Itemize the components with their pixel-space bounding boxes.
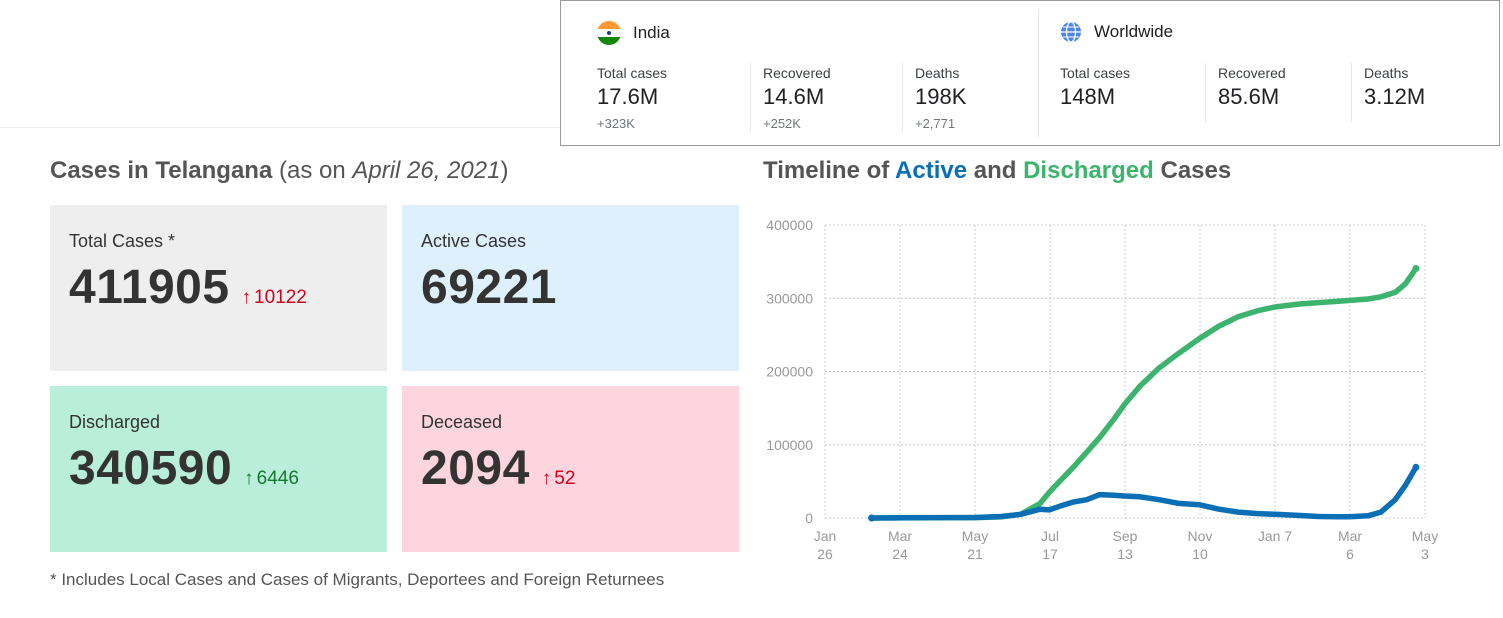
y-tick-label: 400000 xyxy=(766,217,813,233)
chart-title-pre: Timeline of xyxy=(763,157,896,184)
x-tick-label: Mar 24 xyxy=(888,528,912,562)
delta-value: 10122 xyxy=(254,287,307,308)
x-tick-label: May 21 xyxy=(962,528,988,562)
discharged-card: Discharged 340590 ↑ 6446 xyxy=(50,386,387,552)
stat-value: 148M xyxy=(1060,84,1116,109)
y-tick-label: 200000 xyxy=(766,364,813,380)
y-tick-label: 300000 xyxy=(766,290,813,306)
stat-label: Total cases xyxy=(597,65,668,81)
series-point-active xyxy=(1412,463,1420,471)
column-divider xyxy=(1205,63,1206,123)
stat-total-cases: Total cases 17.6M +323K xyxy=(597,65,667,131)
page-title: Cases in Telangana (as on April 26, 2021… xyxy=(50,157,508,185)
card-label: Total Cases * xyxy=(69,231,176,251)
stat-change: +252K xyxy=(763,116,801,131)
arrow-up-icon: ↑ xyxy=(541,468,552,489)
footnote: * Includes Local Cases and Cases of Migr… xyxy=(50,570,665,589)
stat-recovered: Recovered 14.6M +252K xyxy=(763,65,831,131)
card-value: 411905 xyxy=(69,261,230,314)
chart-title-discharged: Discharged xyxy=(1023,157,1154,184)
stat-value: 17.6M xyxy=(597,84,659,109)
stat-change: +323K xyxy=(597,116,635,131)
card-value: 340590 xyxy=(69,442,233,495)
stat-total-cases: Total cases 148M xyxy=(1060,65,1130,110)
card-value: 69221 xyxy=(421,261,557,314)
series-line-active xyxy=(868,464,1419,521)
globe-icon xyxy=(1061,21,1081,43)
x-tick-label: Jan 26 xyxy=(814,528,837,562)
active-cases-card: Active Cases 69221 xyxy=(402,205,739,371)
india-flag-icon xyxy=(597,21,621,45)
header-divider xyxy=(0,127,560,128)
region-name: Worldwide xyxy=(1094,22,1174,41)
stat-deaths: Deaths 198K +2,771 xyxy=(915,65,966,131)
delta-value: 52 xyxy=(554,468,576,489)
y-tick-label: 0 xyxy=(805,510,813,526)
x-tick-label: Mar 6 xyxy=(1338,528,1362,562)
title-bold: Cases in Telangana xyxy=(50,157,273,184)
chart-title: Timeline of Active and Discharged Cases xyxy=(763,157,1231,185)
stat-change: +2,771 xyxy=(915,116,956,131)
arrow-up-icon: ↑ xyxy=(241,287,252,308)
delta-badge: ↑ 52 xyxy=(542,468,576,490)
column-divider xyxy=(750,63,751,133)
stat-label: Recovered xyxy=(763,65,831,81)
card-value: 2094 xyxy=(421,442,530,495)
card-label: Deceased xyxy=(421,412,503,432)
arrow-up-icon: ↑ xyxy=(244,468,254,489)
title-prefix: (as on xyxy=(278,157,353,184)
stat-value: 14.6M xyxy=(763,84,825,109)
y-tick-label: 100000 xyxy=(766,437,813,453)
stat-label: Recovered xyxy=(1218,65,1286,81)
stat-label: Total cases xyxy=(1060,65,1131,81)
chart-title-mid: and xyxy=(967,157,1024,184)
title-date: April 26, 2021 xyxy=(352,157,501,184)
chart-title-post: Cases xyxy=(1153,157,1232,184)
total-cases-card: Total Cases * 411905 ↑ 10122 xyxy=(50,205,387,371)
chart-title-active: Active xyxy=(895,157,968,184)
worldwide-header: Worldwide xyxy=(1060,21,1173,43)
column-divider xyxy=(902,63,903,133)
india-header: India xyxy=(597,21,670,45)
worldwide-stats: Worldwide Total cases 148M Recovered 85.… xyxy=(1038,9,1501,137)
title-suffix: ) xyxy=(500,157,509,184)
stat-label: Deaths xyxy=(915,65,960,81)
x-tick-label: Nov 10 xyxy=(1188,528,1213,562)
x-tick-label: May 3 xyxy=(1412,528,1438,562)
stat-value: 85.6M xyxy=(1218,84,1280,109)
series-point-active xyxy=(868,514,876,522)
delta-badge: ↑ 6446 xyxy=(244,468,299,490)
delta-value: 6446 xyxy=(256,468,299,489)
stat-value: 3.12M xyxy=(1364,84,1426,109)
series-point-discharged xyxy=(1412,265,1420,273)
india-stats: India Total cases 17.6M +323K Recovered … xyxy=(561,1,1037,147)
delta-badge: ↑ 10122 xyxy=(242,287,307,309)
deceased-card: Deceased 2094 ↑ 52 xyxy=(402,386,739,552)
card-label: Discharged xyxy=(69,412,161,432)
series-line-discharged xyxy=(868,265,1419,521)
x-tick-label: Sep 13 xyxy=(1113,528,1138,562)
region-name: India xyxy=(633,23,670,42)
x-tick-label: Jan 7 xyxy=(1258,528,1292,544)
stat-deaths: Deaths 3.12M xyxy=(1364,65,1425,110)
card-label: Active Cases xyxy=(421,231,527,251)
x-tick-label: Jul 17 xyxy=(1041,528,1059,562)
stat-value: 198K xyxy=(915,84,967,109)
global-stats-panel: India Total cases 17.6M +323K Recovered … xyxy=(560,0,1500,146)
column-divider xyxy=(1351,63,1352,123)
stat-recovered: Recovered 85.6M xyxy=(1218,65,1286,110)
stat-label: Deaths xyxy=(1364,65,1409,81)
